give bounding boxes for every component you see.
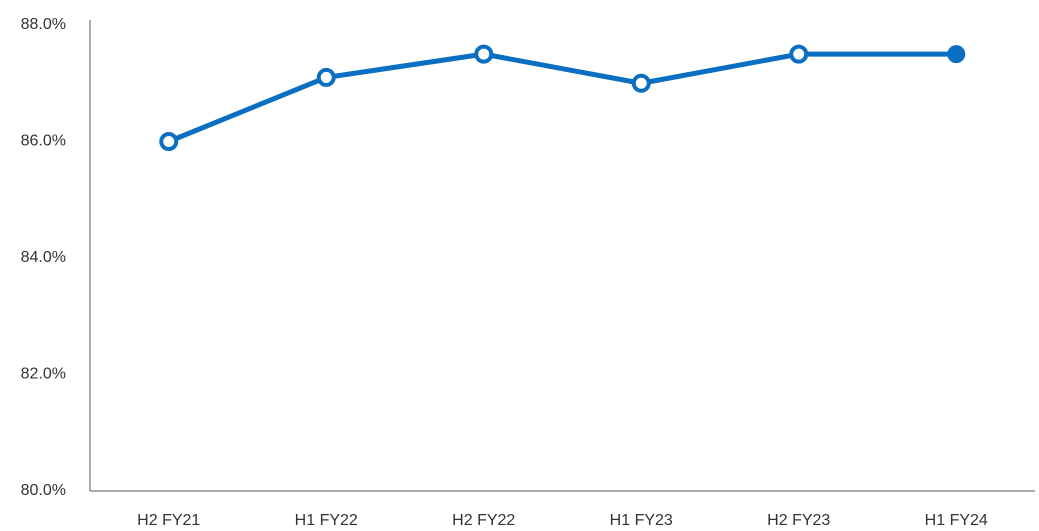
y-tick-label: 86.0% [21,133,66,150]
x-tick-label: H2 FY21 [137,512,200,529]
line [167,51,957,144]
x-tick-label: H2 FY23 [767,512,830,529]
x-tick-label: H2 FY22 [452,512,515,529]
y-tick-label: 80.0% [21,482,66,499]
x-tick-label: H1 FY22 [295,512,358,529]
x-tick-label: H1 FY24 [925,512,988,529]
x-tick-label: H1 FY23 [610,512,673,529]
marker [316,67,336,87]
marker [474,44,494,64]
marker [789,44,809,64]
y-tick-label: 88.0% [21,16,66,33]
y-tick-label: 84.0% [21,249,66,266]
marker [159,132,179,151]
y-tick-label: 82.0% [21,366,66,383]
marker [631,73,651,93]
marker [947,45,966,64]
